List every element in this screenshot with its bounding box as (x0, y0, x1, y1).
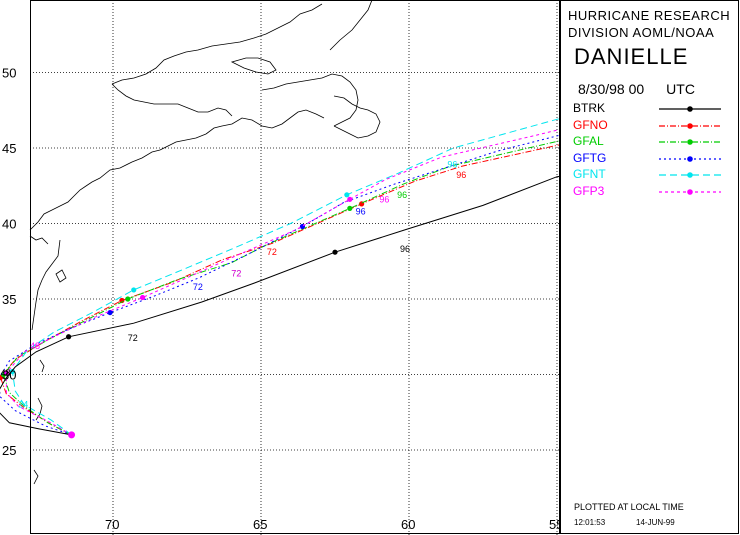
track-point (347, 205, 353, 211)
legend-item-gfnt: GFNT (573, 167, 733, 185)
legend-item-btrk: BTRK (573, 101, 733, 119)
track-point (332, 249, 338, 255)
legend-item-gfal: GFAL (573, 134, 733, 152)
forecast-hour-label: 72 (128, 333, 138, 343)
track-point (66, 334, 72, 340)
track-point (140, 294, 146, 301)
forecast-hour-label: 96 (397, 190, 407, 200)
legend-swatch (659, 139, 721, 145)
lat-tick-label: 35 (2, 292, 16, 307)
forecast-tracks: 7296729672969624729648487296120 (0, 118, 560, 439)
plot-time: 12:01:53 (574, 518, 606, 527)
forecast-hour-label: 72 (231, 268, 241, 278)
forecast-hour-label: 72 (193, 282, 203, 292)
legend-label: GFP3 (573, 183, 605, 198)
track-point (131, 287, 137, 293)
lon-tick-label: 65 (253, 517, 267, 532)
timezone-label: UTC (666, 81, 695, 97)
forecast-hour-label: 96 (356, 206, 366, 216)
forecast-hour-label: 48 (30, 341, 40, 351)
legend-swatch (659, 106, 721, 112)
legend-swatch (659, 122, 721, 129)
track-point (107, 309, 113, 316)
legend-item-gftg: GFTG (573, 151, 733, 169)
lon-tick-label: 60 (401, 517, 415, 532)
legend-swatch (659, 188, 721, 195)
legend-item-gfno: GFNO (573, 118, 733, 136)
forecast-hour-label: 72 (267, 247, 277, 257)
storm-name: DANIELLE (574, 44, 689, 69)
forecast-hour-label: 96 (379, 194, 389, 204)
lon-tick-label: 70 (105, 517, 119, 532)
coastline (29, 0, 381, 485)
org-line-2: DIVISION AOML/NOAA (568, 25, 715, 40)
legend-label: GFNO (573, 117, 608, 132)
track-map: 7296729672969624729648487296120 50454035… (0, 0, 560, 535)
forecast-hour-label: 48 (0, 368, 10, 378)
legend-swatch (659, 155, 721, 162)
forecast-hour-label: 96 (456, 170, 466, 180)
lat-lon-grid (30, 0, 560, 535)
legend-swatch (659, 172, 721, 178)
forecast-date: 8/30/98 00 (578, 81, 645, 97)
track-point (3, 370, 10, 376)
legend-label: BTRK (573, 101, 606, 115)
plotted-note: PLOTTED AT LOCAL TIME (574, 502, 684, 512)
plot-date: 14-JUN-99 (636, 518, 675, 527)
lat-tick-label: 45 (2, 141, 16, 156)
legend-label: GFAL (573, 134, 604, 148)
lat-tick-label: 40 (2, 217, 16, 232)
legend-label: GFTG (573, 150, 607, 165)
forecast-hour-label: 96 (400, 244, 410, 254)
track-point (125, 296, 131, 302)
legend-item-gfp3: GFP3 (573, 184, 733, 202)
legend-label: GFNT (573, 167, 606, 181)
track-point (344, 192, 350, 198)
axis-labels: 504540353025706560555045 (2, 66, 560, 533)
track-point (347, 196, 353, 202)
forecast-datetime: 8/30/98 00 UTC (578, 81, 695, 97)
map-border (30, 0, 560, 534)
info-panel (560, 0, 740, 535)
org-line-1: HURRICANE RESEARCH (568, 8, 731, 23)
forecast-hour-label: 24 (18, 400, 28, 410)
lat-tick-label: 25 (2, 443, 16, 458)
lat-tick-label: 30 (2, 368, 16, 383)
track-gfp3: 72 96 48 (3, 128, 560, 438)
lat-tick-label: 50 (2, 66, 16, 81)
forecast-hour-label: 96 (447, 160, 457, 170)
forecast-hour-label: 72 (231, 268, 241, 278)
track-point (9, 368, 15, 375)
lon-tick-label: 55 (549, 517, 560, 532)
